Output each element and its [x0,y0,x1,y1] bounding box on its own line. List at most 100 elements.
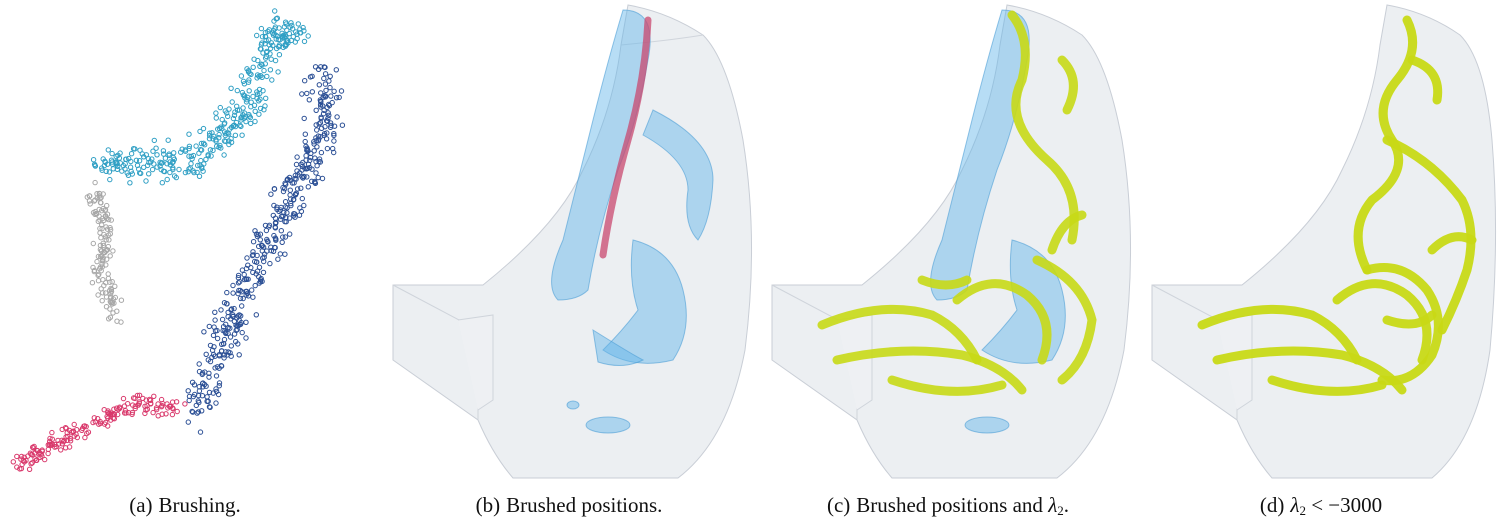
scatter-point[interactable] [252,258,258,265]
scatter-point[interactable] [202,142,208,148]
scatter-point[interactable] [213,115,220,121]
cluster-cyan[interactable] [90,8,311,186]
scatter-point[interactable] [196,150,202,156]
scatter-point[interactable] [71,433,78,439]
scatter-point[interactable] [271,18,277,24]
scatter-point[interactable] [109,159,115,165]
cluster-navy[interactable] [185,64,346,435]
scatter-point[interactable] [187,165,194,171]
scatter-point[interactable] [324,130,330,136]
scatter-point[interactable] [200,125,207,132]
scatter-point[interactable] [290,213,297,219]
scatter-point[interactable] [302,131,308,137]
scatter-point[interactable] [327,73,333,80]
scatter-point[interactable] [271,186,278,192]
scatter-point[interactable] [106,316,112,322]
scatter-point[interactable] [271,232,277,239]
scatter-point[interactable] [252,282,258,289]
scatter-point[interactable] [196,173,203,180]
cluster-gray[interactable] [84,179,125,325]
scatter-point[interactable] [235,275,242,281]
scatter-point[interactable] [239,289,245,295]
scatter-point[interactable] [190,409,196,415]
scatter-point[interactable] [92,179,98,186]
scatter-point[interactable] [91,267,98,274]
scatter-point[interactable] [87,201,93,207]
scatter-point[interactable] [170,154,177,161]
scatter-point[interactable] [186,143,193,150]
scatter-point[interactable] [63,425,70,432]
scatter-point[interactable] [282,180,288,187]
scatter-point[interactable] [92,419,99,425]
scatter-point[interactable] [315,138,321,144]
scatter-point[interactable] [155,401,161,407]
scatter-point[interactable] [100,277,106,283]
scatter-plot-panel[interactable] [0,0,370,490]
scatter-point[interactable] [246,77,252,83]
scatter-point[interactable] [99,165,105,171]
scatter-point[interactable] [230,290,236,296]
scatter-point[interactable] [62,425,69,431]
scatter-point[interactable] [228,124,235,131]
scatter-point[interactable] [247,114,254,121]
scatter-point[interactable] [160,148,167,154]
scatter-point[interactable] [273,237,279,243]
scatter-point[interactable] [250,249,256,255]
scatter-point[interactable] [289,26,296,32]
scatter-point[interactable] [331,123,338,129]
scatter-point[interactable] [284,176,291,182]
scatter-point[interactable] [10,459,17,465]
scatter-point[interactable] [186,131,192,137]
scatter-point[interactable] [326,78,332,84]
scatter-point[interactable] [212,317,218,323]
scatter-point[interactable] [283,33,289,39]
scatter-point[interactable] [228,306,235,312]
scatter-point[interactable] [219,341,225,347]
scatter-point[interactable] [171,173,178,179]
scatter-point[interactable] [214,364,221,370]
scatter-point[interactable] [258,25,265,32]
scatter-point[interactable] [313,170,319,176]
scatter-point[interactable] [136,158,143,164]
scatter-point[interactable] [303,153,309,159]
scatter-point[interactable] [217,142,223,149]
scatter-point[interactable] [56,441,62,447]
scatter-point[interactable] [300,24,306,31]
scatter-point[interactable] [244,255,250,261]
scatter-point[interactable] [130,395,137,401]
scatter-point[interactable] [331,149,337,156]
scatter-point[interactable] [154,152,160,158]
scatter-point[interactable] [127,180,133,186]
scatter-point[interactable] [159,411,165,417]
scatter-point[interactable] [117,150,123,156]
scatter-point[interactable] [266,27,272,33]
scatter-point[interactable] [217,104,224,111]
scatter-point[interactable] [144,406,151,412]
scatter-point[interactable] [275,256,281,262]
scatter-point[interactable] [199,408,205,414]
scatter-point[interactable] [252,118,258,125]
scatter-point[interactable] [278,228,284,234]
scatter-point[interactable] [109,299,116,305]
scatter-point[interactable] [171,150,177,156]
scatter-point[interactable] [235,280,242,286]
scatter-point[interactable] [14,453,20,460]
scatter-point[interactable] [312,64,319,70]
scatter-point[interactable] [339,122,346,128]
scatter-point[interactable] [262,33,269,40]
scatter-point[interactable] [205,357,212,363]
scatter-point[interactable] [264,73,270,80]
scatter-point[interactable] [324,118,331,125]
scatter-point[interactable] [92,211,98,218]
scatter-point[interactable] [189,156,195,162]
scatter-point[interactable] [256,243,262,250]
scatter-point[interactable] [197,128,203,135]
scatter-point[interactable] [286,30,292,37]
scatter-point[interactable] [121,403,128,409]
scatter-point[interactable] [106,410,112,417]
scatter-point[interactable] [100,240,106,247]
scatter-point[interactable] [151,161,157,167]
scatter-point[interactable] [170,165,176,171]
scatter-point[interactable] [295,21,301,27]
scatter-point[interactable] [250,252,256,258]
